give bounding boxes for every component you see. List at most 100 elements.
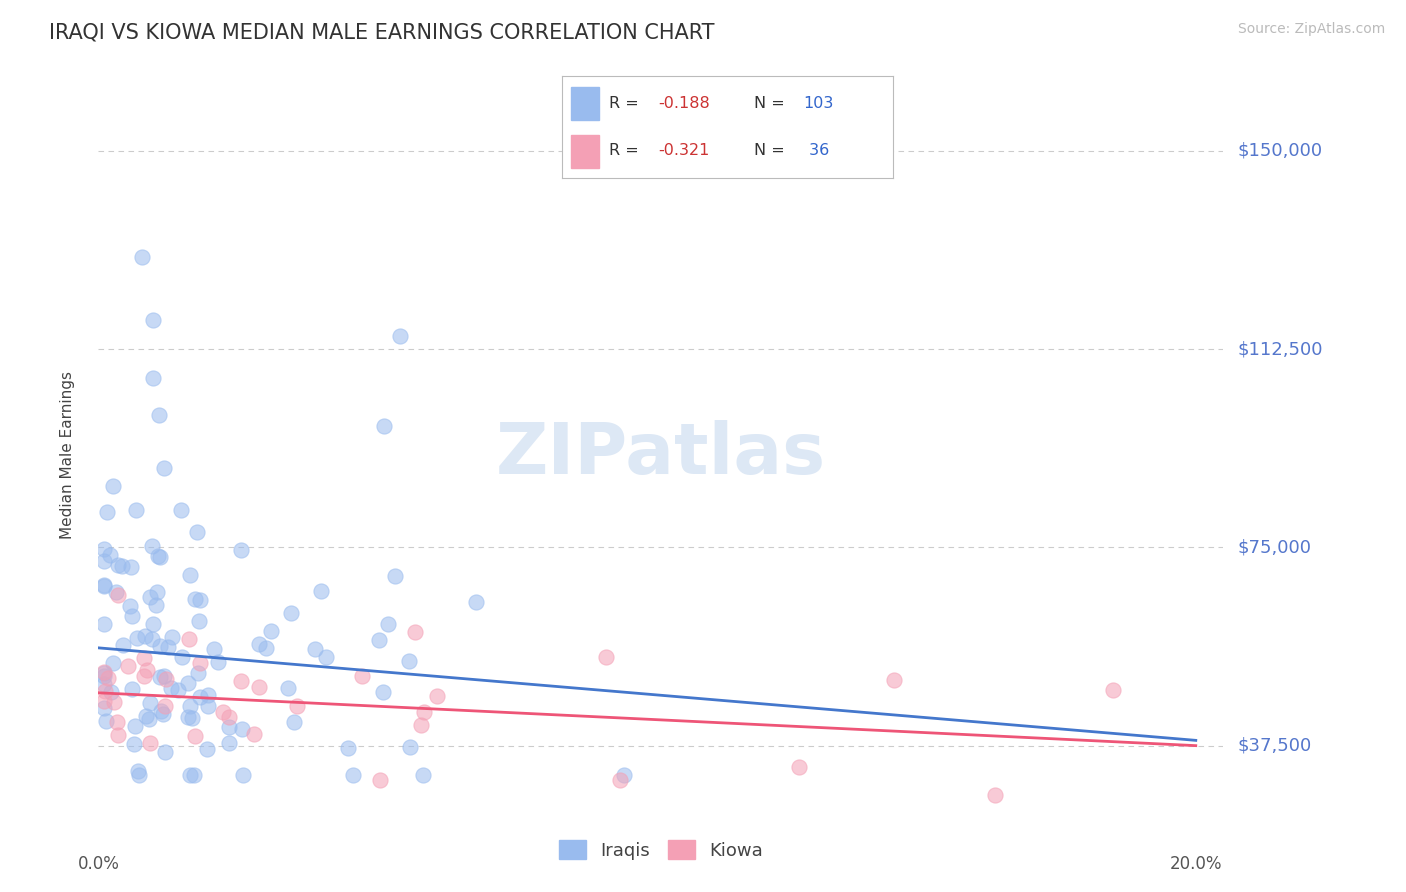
- Point: [153, 698, 176, 713]
- Point: [373, 419, 395, 434]
- Legend: Iraqis, Kiowa: Iraqis, Kiowa: [551, 833, 770, 867]
- Point: [254, 641, 277, 656]
- Point: [112, 638, 135, 652]
- Point: [139, 590, 162, 604]
- Point: [100, 684, 122, 698]
- Point: [148, 549, 170, 564]
- Point: [122, 737, 145, 751]
- Point: [152, 706, 174, 721]
- Point: [336, 740, 359, 755]
- Point: [141, 539, 163, 553]
- Point: [160, 630, 183, 644]
- Point: [96, 505, 118, 519]
- Point: [609, 772, 631, 787]
- Point: [153, 461, 176, 475]
- Text: $112,500: $112,500: [1237, 340, 1323, 359]
- Point: [373, 685, 395, 699]
- Point: [304, 641, 326, 656]
- Point: [1102, 683, 1125, 698]
- Text: 103: 103: [804, 96, 834, 111]
- Point: [149, 639, 172, 653]
- Point: [368, 633, 391, 648]
- Point: [121, 681, 143, 696]
- Text: IRAQI VS KIOWA MEDIAN MALE EARNINGS CORRELATION CHART: IRAQI VS KIOWA MEDIAN MALE EARNINGS CORR…: [49, 22, 714, 42]
- Point: [384, 569, 406, 583]
- Point: [93, 579, 115, 593]
- Text: R =: R =: [609, 144, 644, 158]
- Point: [127, 764, 149, 779]
- Point: [179, 568, 201, 582]
- Point: [93, 701, 115, 715]
- Point: [188, 656, 211, 670]
- Point: [160, 681, 183, 695]
- Point: [93, 554, 115, 568]
- Text: N =: N =: [754, 96, 790, 111]
- Point: [107, 728, 129, 742]
- Point: [409, 718, 432, 732]
- Point: [595, 649, 617, 664]
- Point: [285, 698, 308, 713]
- Point: [412, 706, 434, 720]
- Point: [120, 599, 142, 614]
- Point: [309, 583, 332, 598]
- Point: [157, 640, 180, 655]
- Point: [984, 788, 1007, 802]
- Point: [93, 677, 115, 691]
- Point: [787, 760, 810, 774]
- Point: [464, 594, 486, 608]
- Point: [242, 727, 264, 741]
- Point: [186, 524, 208, 539]
- Point: [128, 768, 150, 782]
- Point: [188, 690, 211, 704]
- Point: [231, 722, 253, 736]
- Point: [352, 669, 374, 683]
- Point: [93, 694, 115, 708]
- Point: [247, 680, 270, 694]
- Point: [138, 712, 160, 726]
- Point: [153, 668, 176, 682]
- Text: $37,500: $37,500: [1237, 737, 1312, 755]
- Point: [377, 616, 399, 631]
- Point: [134, 669, 156, 683]
- Point: [166, 682, 188, 697]
- Point: [183, 768, 205, 782]
- Point: [425, 689, 447, 703]
- Point: [170, 503, 193, 517]
- Point: [150, 704, 173, 718]
- Text: 36: 36: [804, 144, 830, 158]
- Point: [132, 650, 155, 665]
- Point: [404, 625, 426, 640]
- Point: [218, 710, 240, 724]
- Point: [110, 559, 132, 574]
- Point: [93, 578, 115, 592]
- Point: [155, 745, 177, 759]
- Point: [187, 665, 209, 680]
- Point: [121, 609, 143, 624]
- Text: R =: R =: [609, 96, 644, 111]
- Point: [142, 616, 165, 631]
- Point: [197, 698, 219, 713]
- Text: -0.188: -0.188: [658, 96, 710, 111]
- Point: [93, 617, 115, 632]
- Point: [283, 715, 305, 730]
- Point: [139, 736, 162, 750]
- Point: [180, 711, 202, 725]
- Point: [148, 409, 170, 423]
- Point: [247, 637, 270, 651]
- Point: [188, 592, 211, 607]
- Point: [125, 631, 148, 645]
- Point: [125, 503, 148, 517]
- Point: [93, 684, 115, 698]
- Point: [613, 768, 636, 782]
- Point: [883, 673, 905, 687]
- Bar: [571, 87, 599, 120]
- Point: [412, 768, 434, 782]
- Point: [146, 549, 169, 564]
- Point: [101, 657, 124, 671]
- Y-axis label: Median Male Earnings: Median Male Earnings: [60, 371, 75, 539]
- Point: [139, 697, 162, 711]
- Point: [179, 632, 201, 646]
- Point: [399, 739, 422, 754]
- Point: [149, 670, 172, 684]
- Point: [117, 659, 139, 673]
